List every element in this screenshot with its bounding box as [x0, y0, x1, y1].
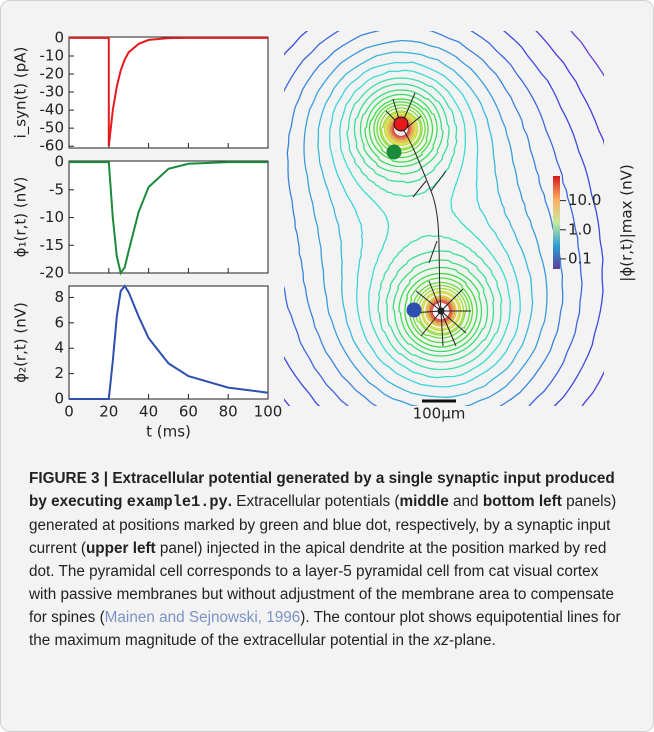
y-tick-label: 4	[54, 339, 64, 357]
x-tick-label: 100	[254, 403, 283, 421]
y-tick-label: -10	[40, 46, 65, 64]
y-tick-label: 8	[54, 288, 64, 306]
y-tick-label: 0	[54, 28, 64, 46]
y-tick-label: 0	[54, 153, 64, 171]
colorbar-tick-label: 1.0	[568, 220, 592, 238]
synapse-dot	[393, 116, 409, 132]
x-tick-label: 40	[139, 403, 158, 421]
data-line	[69, 284, 269, 400]
caption-run: ). The contour plot shows equipotential …	[29, 609, 621, 649]
electrode-dot	[406, 302, 422, 318]
y-axis-label: ϕ₁(r,t) (nV)	[12, 177, 30, 258]
y-tick-label: -15	[40, 236, 65, 254]
contour-line	[286, 31, 564, 406]
data-line	[69, 161, 268, 276]
contour-line	[284, 31, 604, 406]
colorbar	[553, 176, 560, 269]
y-axis-label: i_syn(t) (pA)	[12, 47, 31, 139]
y-tick-label: -10	[40, 208, 65, 226]
y-tick-label: -20	[40, 65, 65, 83]
contour-line	[339, 69, 511, 379]
electrode-dot	[386, 144, 402, 160]
x-tick-label: 20	[99, 403, 118, 421]
contour-line	[284, 31, 583, 406]
contour-line	[388, 116, 456, 326]
y-tick-label: -60	[40, 137, 65, 155]
axes-frame	[68, 160, 269, 274]
y-axis-label: ϕ₂(r,t) (nV)	[12, 302, 30, 383]
x-axis-label: t (ms)	[146, 423, 191, 441]
y-tick-label: -50	[40, 119, 65, 137]
figure: |ϕ(r,t)|max (nV) 100μm 0-10-20-30-40-50-…	[12, 28, 636, 441]
caption-run: panels) generated at positions marked by…	[29, 493, 617, 557]
caption-run: Extracellular potentials (	[232, 493, 400, 510]
caption-run: example1.py	[126, 493, 228, 511]
contour-line	[383, 111, 462, 332]
caption-run: -plane.	[449, 632, 496, 649]
contour-line	[386, 114, 457, 327]
contour-line	[353, 83, 495, 363]
caption-run: panel) injected in the apical dendrite a…	[29, 540, 614, 626]
caption-run: .	[227, 493, 232, 510]
x-tick-label: 0	[64, 403, 74, 421]
colorbar-label: |ϕ(r,t)|max (nV)	[618, 164, 636, 281]
contour-line	[328, 61, 521, 388]
y-tick-label: 2	[54, 364, 64, 382]
y-tick-label: -5	[49, 180, 64, 198]
colorbar-tick-label: 0.1	[568, 249, 592, 267]
caption-run: FIGURE 3 | Extracellular potential gener…	[29, 470, 615, 510]
y-tick-label: -40	[40, 101, 65, 119]
y-tick-label: -30	[40, 83, 65, 101]
data-line	[69, 36, 268, 147]
contour-line	[364, 93, 483, 353]
contour-line	[317, 51, 534, 398]
y-tick-label: 6	[54, 313, 64, 331]
contour-line	[359, 89, 489, 357]
contour-line	[385, 113, 460, 330]
caption-run: and	[448, 493, 483, 510]
caption-run: middle	[399, 493, 449, 510]
x-tick-label: 80	[219, 403, 238, 421]
caption-run: xz	[433, 632, 450, 649]
caption: FIGURE 3 | Extracellular potential gener…	[29, 467, 629, 652]
x-tick-label: 60	[179, 403, 198, 421]
axes-frame	[68, 36, 269, 149]
caption-run[interactable]: Mainen and Sejnowski, 1996	[104, 609, 301, 626]
neuron	[385, 92, 471, 347]
axes-frame	[68, 285, 269, 400]
y-tick-label: 0	[54, 390, 64, 408]
contour-line	[303, 39, 548, 406]
caption-run: upper left	[85, 540, 156, 557]
y-tick-label: -20	[40, 264, 65, 282]
caption-run: bottom left	[482, 493, 562, 510]
colorbar-tick-label: 10.0	[568, 191, 601, 209]
scale-label: 100μm	[413, 405, 466, 423]
